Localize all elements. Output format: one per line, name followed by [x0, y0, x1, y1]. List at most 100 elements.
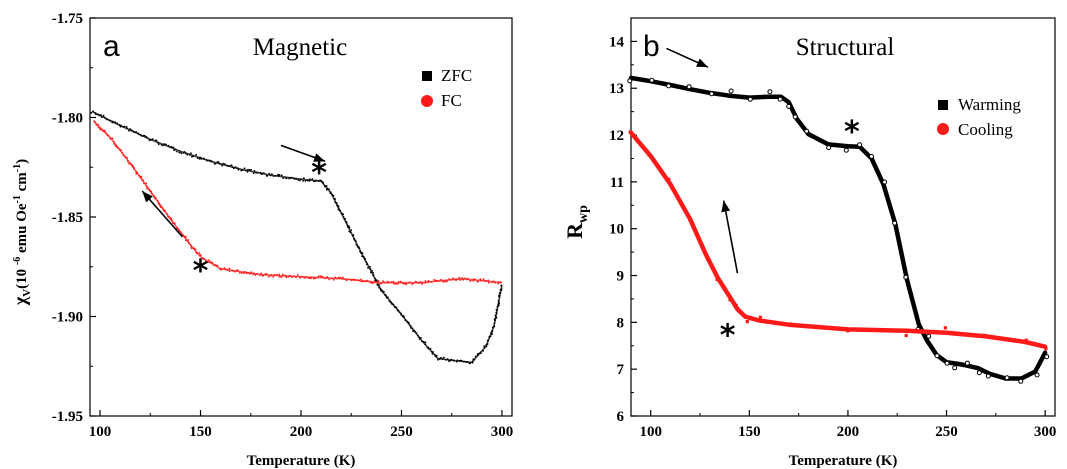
data-point — [331, 193, 333, 196]
data-point — [126, 157, 128, 159]
data-point — [360, 280, 363, 283]
data-point — [166, 213, 168, 215]
data-point — [272, 275, 275, 278]
data-point — [265, 273, 268, 276]
data-point — [167, 144, 170, 147]
data-point — [94, 121, 97, 124]
data-point — [93, 120, 95, 123]
data-point — [256, 171, 259, 174]
data-point — [1034, 372, 1040, 378]
data-point — [106, 118, 108, 121]
data-point — [331, 277, 333, 280]
data-point — [419, 337, 422, 339]
data-point — [462, 278, 464, 281]
legend-marker-fc — [421, 95, 433, 107]
data-point — [145, 182, 148, 185]
data-point — [236, 269, 239, 271]
data-point — [446, 358, 449, 360]
data-point — [127, 162, 130, 165]
x-tick-label: 200 — [837, 424, 860, 440]
data-point — [324, 185, 326, 188]
data-point — [278, 273, 281, 276]
data-point — [334, 198, 336, 200]
data-point — [285, 177, 288, 180]
data-point — [433, 279, 435, 281]
data-point — [477, 352, 479, 355]
data-point — [354, 240, 357, 243]
data-point — [332, 194, 335, 197]
data-point — [324, 277, 327, 280]
data-point — [109, 136, 112, 139]
data-point — [424, 280, 427, 282]
data-point — [186, 240, 189, 243]
y-tick-label: 6 — [617, 409, 625, 425]
data-point — [411, 327, 414, 330]
data-point — [326, 276, 329, 279]
data-point — [982, 333, 986, 337]
data-point — [112, 120, 114, 123]
data-point — [339, 209, 341, 212]
data-point — [477, 280, 479, 283]
data-point — [490, 332, 492, 334]
data-point — [180, 152, 183, 155]
data-point — [892, 220, 898, 226]
data-point — [250, 271, 253, 274]
data-point — [253, 272, 255, 275]
data-point — [259, 171, 262, 174]
data-point — [278, 174, 281, 176]
legend: ZFC FC — [421, 66, 472, 110]
data-point — [361, 252, 364, 255]
data-point — [314, 180, 316, 183]
data-point — [211, 262, 214, 264]
data-point — [373, 281, 376, 284]
data-point — [395, 283, 397, 285]
data-point — [185, 152, 187, 155]
y-axis-unit-c: cm — [14, 172, 30, 195]
data-point — [139, 133, 142, 136]
data-point — [494, 281, 496, 284]
data-point — [170, 219, 173, 222]
data-point — [387, 281, 390, 284]
data-point — [352, 234, 354, 237]
data-point — [250, 169, 253, 171]
data-point — [399, 280, 402, 283]
data-point — [287, 275, 290, 278]
data-point — [348, 226, 351, 229]
data-point — [146, 187, 148, 190]
data-point — [455, 279, 457, 282]
data-point — [359, 250, 361, 253]
data-point — [465, 278, 468, 281]
data-point — [466, 361, 468, 364]
data-point — [414, 330, 416, 333]
data-point — [416, 281, 418, 284]
data-point — [260, 272, 263, 275]
data-point — [165, 143, 168, 146]
data-point — [335, 277, 338, 280]
data-point — [154, 197, 157, 200]
data-point — [424, 282, 427, 284]
data-point — [344, 218, 347, 220]
data-point — [99, 128, 102, 131]
data-point — [1024, 338, 1028, 342]
data-point — [497, 304, 500, 307]
data-point — [94, 112, 97, 114]
y-axis-exp-c: -1 — [12, 164, 23, 172]
data-point — [150, 192, 153, 195]
data-point — [109, 119, 112, 122]
data-point — [255, 172, 257, 174]
data-point — [418, 338, 421, 340]
data-point — [206, 159, 209, 162]
data-point — [171, 222, 174, 225]
data-point — [453, 359, 455, 362]
data-point — [485, 344, 488, 346]
data-point — [432, 351, 434, 353]
data-point — [169, 216, 171, 219]
data-point — [334, 276, 337, 279]
y-axis-exp-b: -1 — [12, 195, 23, 203]
data-point — [487, 279, 490, 282]
data-point — [985, 373, 991, 379]
data-point — [495, 316, 498, 319]
data-point — [342, 213, 345, 216]
data-point — [964, 360, 970, 366]
data-point — [379, 287, 382, 290]
